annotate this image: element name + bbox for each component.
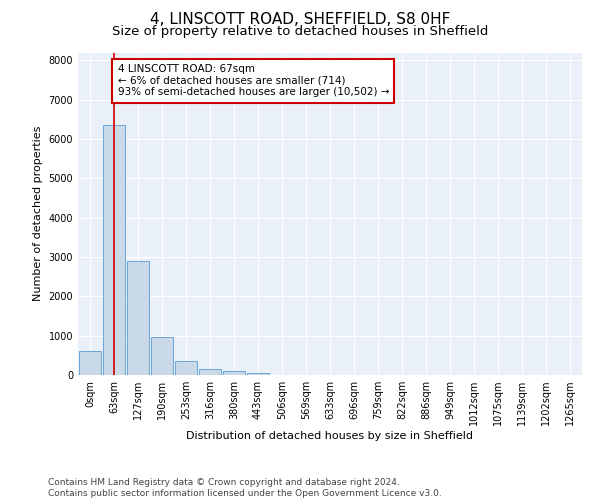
- Text: 4 LINSCOTT ROAD: 67sqm
← 6% of detached houses are smaller (714)
93% of semi-det: 4 LINSCOTT ROAD: 67sqm ← 6% of detached …: [118, 64, 389, 98]
- Bar: [223, 372, 245, 375]
- Bar: [247, 372, 269, 375]
- Bar: [151, 337, 173, 375]
- Bar: [103, 126, 125, 375]
- Bar: [199, 368, 221, 375]
- Text: Contains HM Land Registry data © Crown copyright and database right 2024.
Contai: Contains HM Land Registry data © Crown c…: [48, 478, 442, 498]
- Y-axis label: Number of detached properties: Number of detached properties: [33, 126, 43, 302]
- Text: 4, LINSCOTT ROAD, SHEFFIELD, S8 0HF: 4, LINSCOTT ROAD, SHEFFIELD, S8 0HF: [150, 12, 450, 28]
- Bar: [175, 361, 197, 375]
- Bar: [127, 261, 149, 375]
- Bar: [79, 352, 101, 375]
- Text: Size of property relative to detached houses in Sheffield: Size of property relative to detached ho…: [112, 25, 488, 38]
- X-axis label: Distribution of detached houses by size in Sheffield: Distribution of detached houses by size …: [187, 431, 473, 441]
